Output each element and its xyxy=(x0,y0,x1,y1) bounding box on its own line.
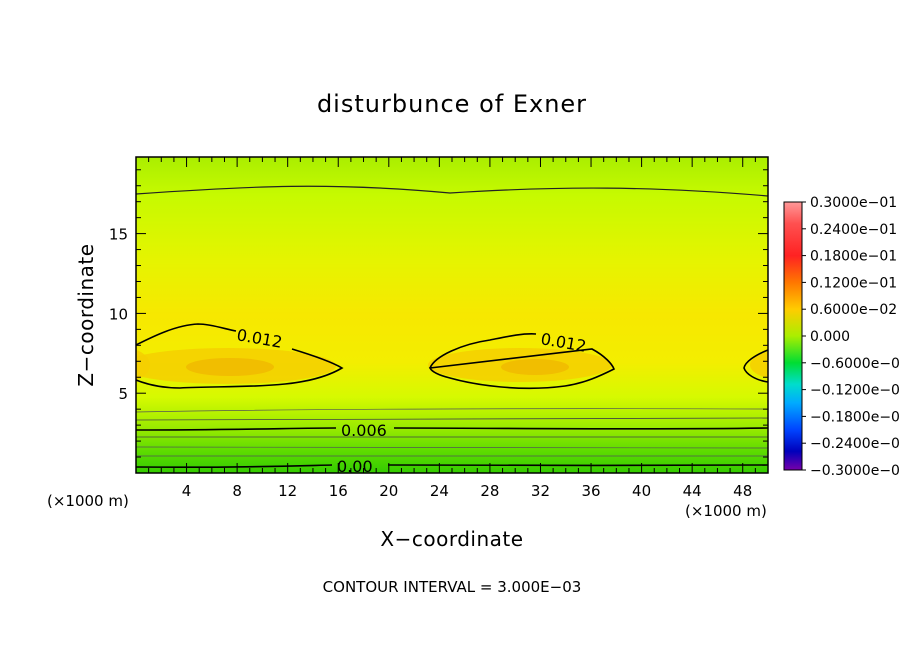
contour-line-thin-5 xyxy=(136,455,768,457)
colorbar-label: 0.6000e−02 xyxy=(810,302,897,318)
y-tick-label: 5 xyxy=(118,385,128,403)
contour-012-right xyxy=(743,349,768,383)
warm-blob-left-core xyxy=(186,358,274,376)
contour-interval-text: CONTOUR INTERVAL = 3.000E−03 xyxy=(323,578,582,596)
colorbar-ticks xyxy=(802,201,806,471)
warm-blob-left-edge xyxy=(136,349,150,381)
x-tick-label: 20 xyxy=(379,482,398,500)
y-tick-label: 15 xyxy=(109,226,128,244)
y-tick-labels: 5 10 15 xyxy=(109,226,128,404)
colorbar-labels: 0.3000e−01 0.2400e−01 0.1800e−01 0.1200e−01… xyxy=(810,195,900,479)
x-tick-label: 8 xyxy=(232,482,242,500)
x-tick-label: 48 xyxy=(733,482,752,500)
x-tick-label: 32 xyxy=(531,482,550,500)
x-unit-right: (×1000 m) xyxy=(685,502,767,520)
x-tick-label: 12 xyxy=(278,482,297,500)
x-tick-labels: 4 8 12 16 20 24 28 32 36 40 44 48 xyxy=(182,482,752,500)
x-tick-label: 40 xyxy=(632,482,651,500)
contour-012-mid xyxy=(428,333,616,390)
x-tick-label: 28 xyxy=(480,482,499,500)
x-tick-label: 4 xyxy=(182,482,192,500)
contour-line-upper xyxy=(136,185,768,197)
colorbar-label: 0.1200e−01 xyxy=(810,275,897,291)
colorbar-label: −0.6000e−0 xyxy=(810,356,900,372)
colorbar-label: 0.2400e−01 xyxy=(810,222,897,238)
x-unit-left: (×1000 m) xyxy=(47,492,129,510)
x-tick-label: 44 xyxy=(683,482,702,500)
axis-ticks xyxy=(136,157,768,473)
colorbar-label: −0.2400e−0 xyxy=(810,436,900,452)
x-tick-label: 24 xyxy=(430,482,449,500)
colorbar-label: −0.3000e−0 xyxy=(810,463,900,479)
y-axis-label: Z−coordinate xyxy=(74,243,98,386)
warm-blob-right xyxy=(750,351,768,379)
contour-012-left xyxy=(136,323,344,389)
contour-line-006 xyxy=(136,427,768,431)
colorbar-label: 0.1800e−01 xyxy=(810,249,897,265)
plot-field: 0.012 0.012 0.006 0.00 xyxy=(136,157,768,473)
contour-line-thin-3 xyxy=(136,436,768,438)
colorbar-label: 0.3000e−01 xyxy=(810,195,897,211)
x-axis-label: X−coordinate xyxy=(380,527,523,551)
contour-line-000 xyxy=(136,464,768,469)
colorbar-label: 0.000 xyxy=(810,329,850,345)
colorbar-label: −0.1200e−0 xyxy=(810,383,900,399)
colorbar xyxy=(783,201,803,471)
contour-line-thin-1 xyxy=(136,408,768,413)
x-tick-label: 36 xyxy=(581,482,600,500)
y-tick-label: 10 xyxy=(109,305,128,323)
contour-label-006: 0.006 xyxy=(341,421,387,440)
chart-title: disturbunce of Exner xyxy=(317,90,587,118)
warm-blob-mid-core xyxy=(501,359,569,375)
x-tick-label: 16 xyxy=(329,482,348,500)
colorbar-label: −0.1800e−0 xyxy=(810,409,900,425)
